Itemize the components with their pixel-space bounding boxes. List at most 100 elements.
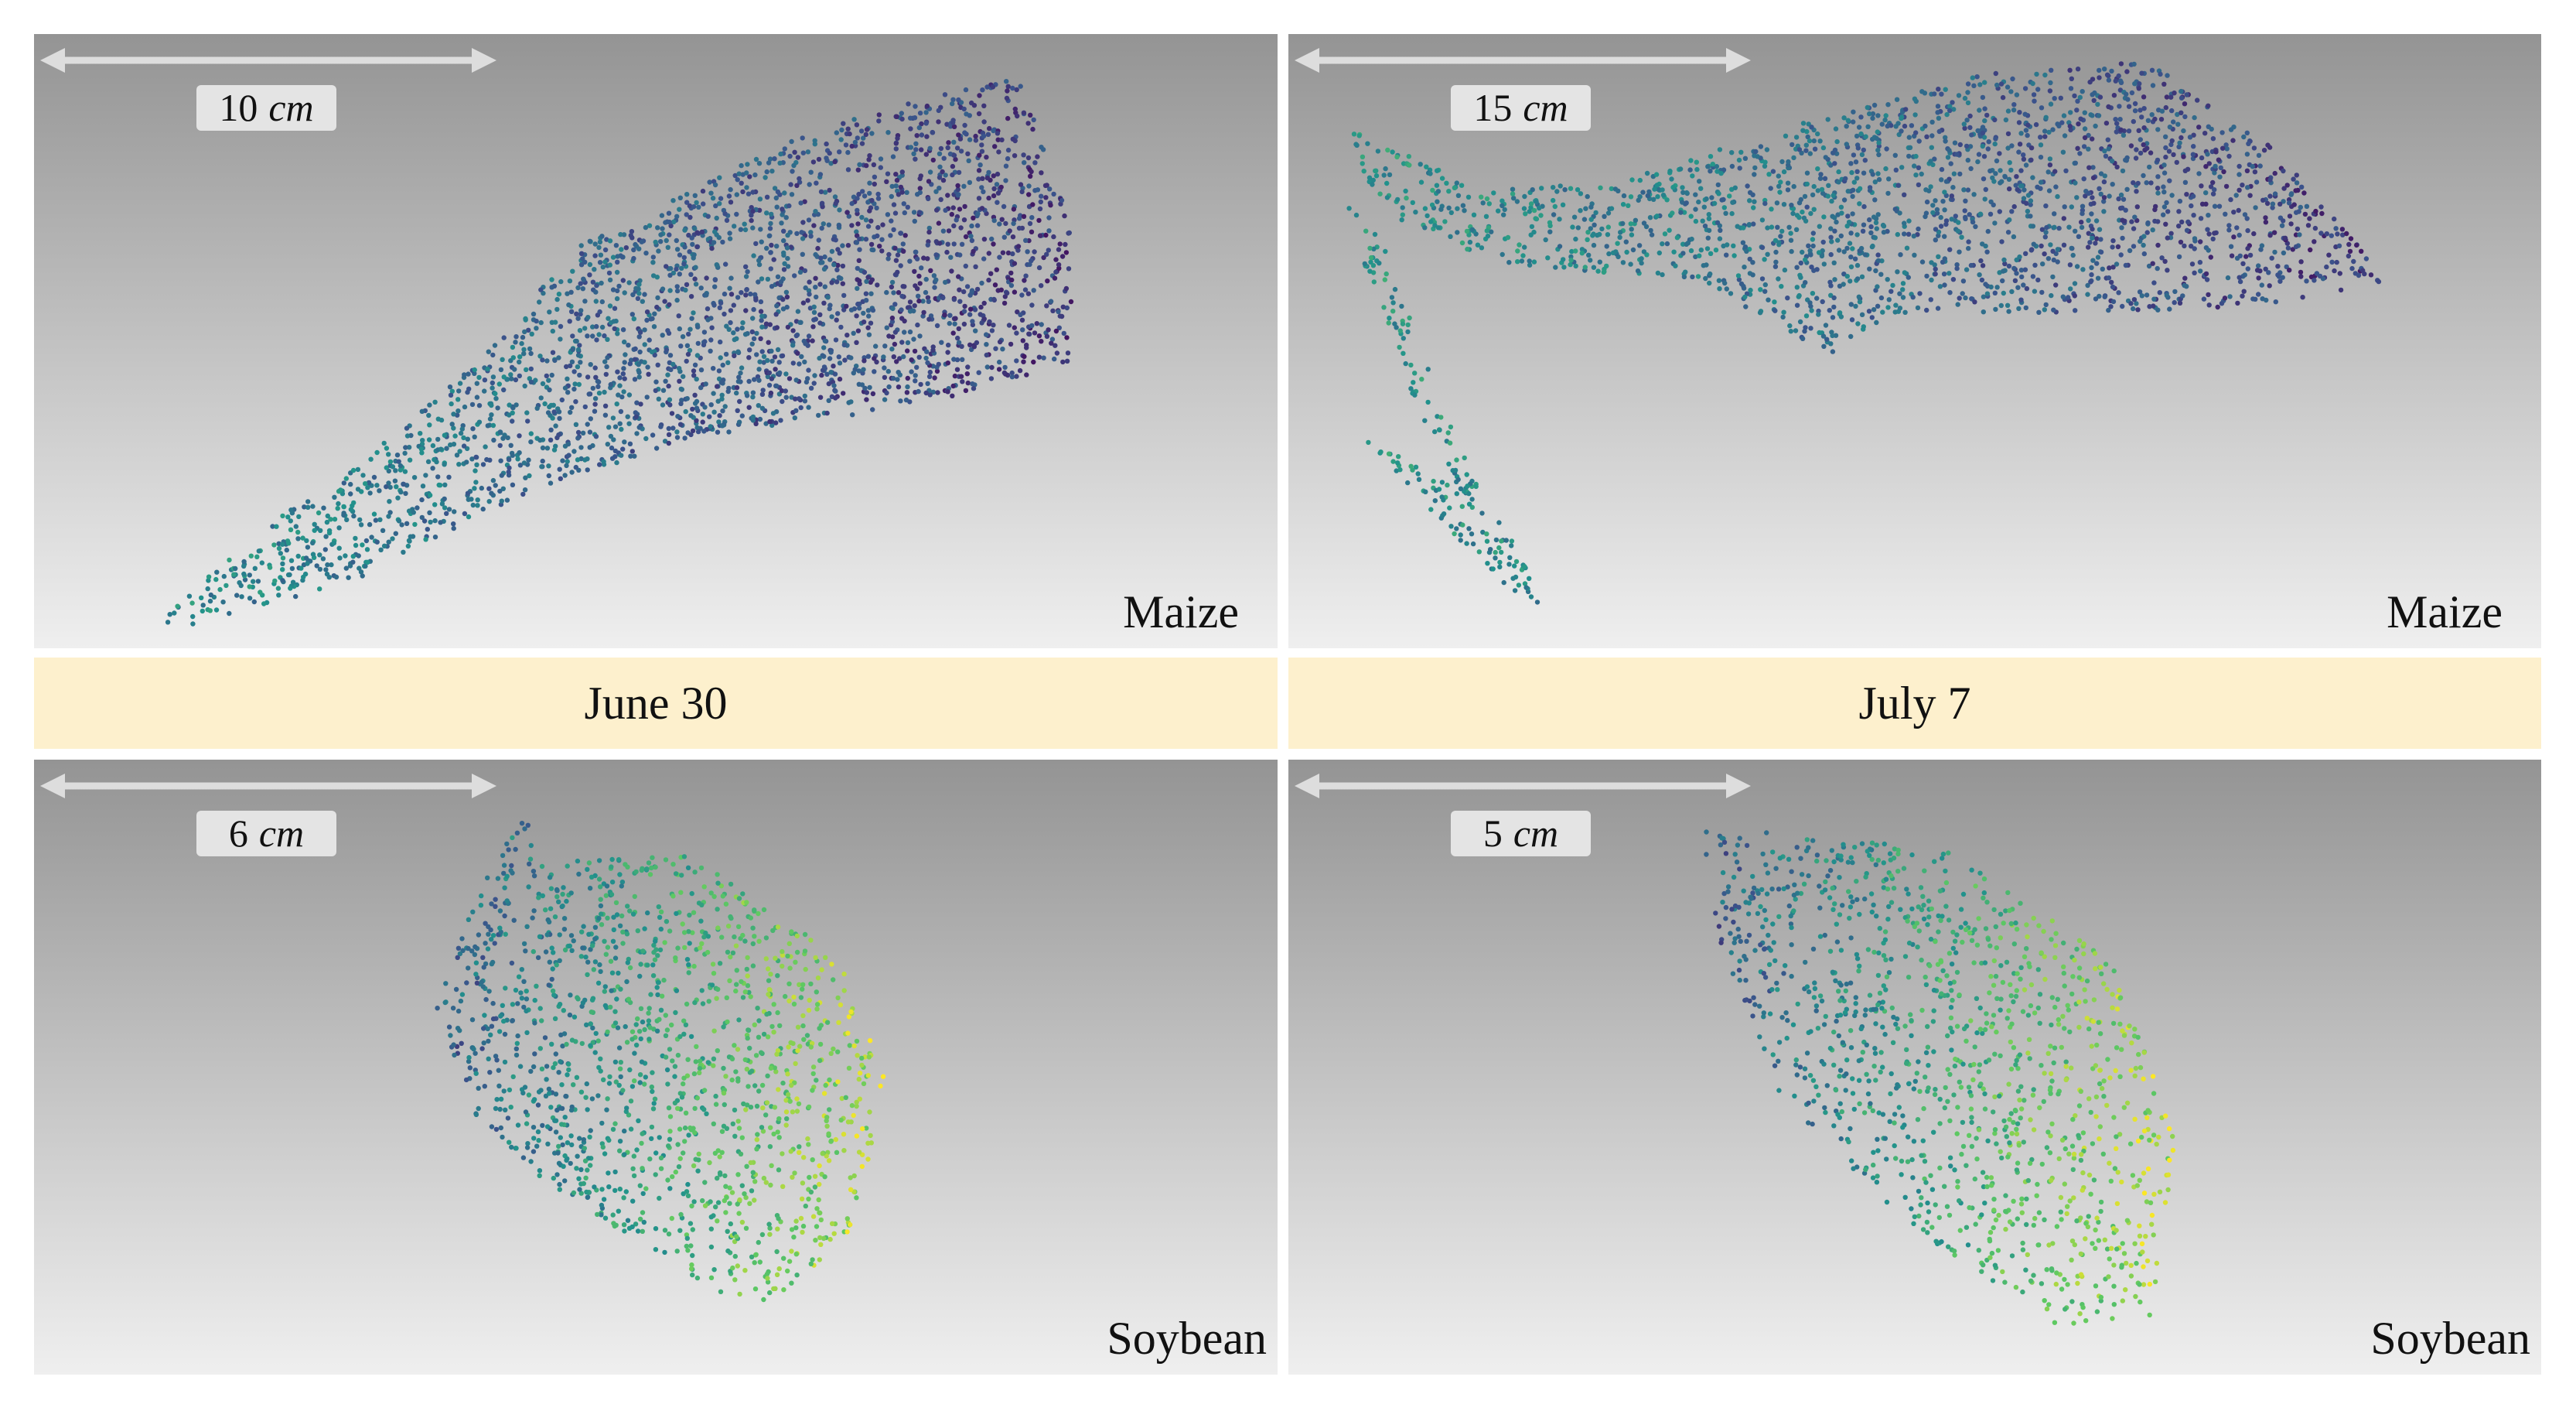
point — [2281, 186, 2287, 191]
point — [558, 323, 564, 330]
point — [1570, 224, 1575, 230]
point — [1876, 176, 1882, 183]
point — [1916, 165, 1922, 170]
point — [1819, 253, 1825, 259]
point — [2104, 72, 2110, 77]
point — [822, 190, 828, 195]
point — [1568, 258, 1574, 263]
point — [856, 306, 862, 311]
point — [976, 370, 981, 375]
point — [631, 247, 636, 253]
point — [1592, 222, 1597, 227]
point — [1899, 165, 1905, 170]
point — [694, 244, 700, 250]
point — [1947, 148, 1952, 153]
point — [2293, 244, 2299, 250]
point — [746, 1084, 751, 1089]
point — [501, 387, 507, 393]
point — [926, 374, 933, 379]
point — [2052, 224, 2057, 230]
point — [1415, 471, 1421, 477]
point — [1773, 259, 1779, 265]
point — [964, 371, 971, 377]
point — [2120, 303, 2125, 309]
point — [936, 108, 942, 114]
scale-label: 15 cm — [1451, 85, 1591, 131]
point — [1502, 207, 1507, 213]
point — [728, 186, 733, 193]
point — [1923, 187, 1929, 193]
point — [705, 214, 711, 219]
point — [534, 326, 539, 331]
point — [1026, 183, 1032, 189]
point — [1790, 142, 1795, 148]
point — [2007, 217, 2012, 223]
point — [1845, 214, 1851, 219]
point — [360, 542, 365, 548]
point — [987, 319, 992, 325]
point — [997, 359, 1002, 365]
point — [2168, 94, 2174, 100]
point — [1886, 176, 1892, 182]
point — [757, 196, 763, 202]
point — [2039, 179, 2044, 185]
point — [2171, 152, 2176, 158]
point — [1762, 200, 1768, 207]
point — [925, 242, 931, 248]
point — [997, 339, 1003, 345]
point — [1966, 245, 1971, 251]
point — [1807, 248, 1813, 254]
point — [501, 335, 507, 340]
point — [2038, 135, 2043, 140]
point — [1368, 255, 1374, 261]
point — [1904, 245, 1910, 251]
point — [425, 459, 432, 464]
point — [692, 193, 698, 198]
point — [2116, 73, 2121, 79]
point — [711, 391, 716, 396]
point — [1843, 176, 1848, 182]
point — [1021, 214, 1027, 219]
point — [465, 490, 471, 496]
point — [2050, 248, 2056, 254]
point — [961, 183, 967, 189]
point — [1392, 286, 1398, 292]
point — [2196, 171, 2202, 176]
point — [1800, 336, 1806, 341]
point — [1551, 212, 1557, 217]
point — [505, 377, 510, 382]
point — [1883, 166, 1888, 172]
point — [2177, 198, 2183, 204]
point — [1534, 199, 1539, 205]
point — [759, 239, 764, 244]
point — [2281, 199, 2286, 204]
point — [1660, 241, 1665, 247]
point — [962, 130, 967, 135]
point — [602, 389, 607, 395]
point — [1435, 189, 1442, 194]
point — [1835, 237, 1841, 243]
point — [1994, 158, 2000, 164]
point — [2318, 231, 2324, 236]
point — [2241, 134, 2247, 140]
point — [700, 419, 705, 425]
point — [2063, 168, 2069, 173]
point — [1403, 360, 1408, 367]
point — [528, 379, 534, 384]
point — [1026, 331, 1032, 337]
point — [2169, 193, 2175, 198]
point — [2043, 203, 2049, 209]
point — [1942, 207, 1947, 213]
point — [2210, 191, 2216, 196]
point — [938, 196, 943, 203]
point — [870, 407, 875, 412]
point — [1040, 147, 1046, 152]
point — [1790, 210, 1796, 217]
point — [2131, 226, 2137, 231]
point — [950, 383, 956, 389]
point — [366, 480, 372, 486]
point — [462, 511, 468, 517]
point — [702, 405, 708, 410]
point — [2148, 180, 2154, 186]
point — [2017, 110, 2022, 115]
